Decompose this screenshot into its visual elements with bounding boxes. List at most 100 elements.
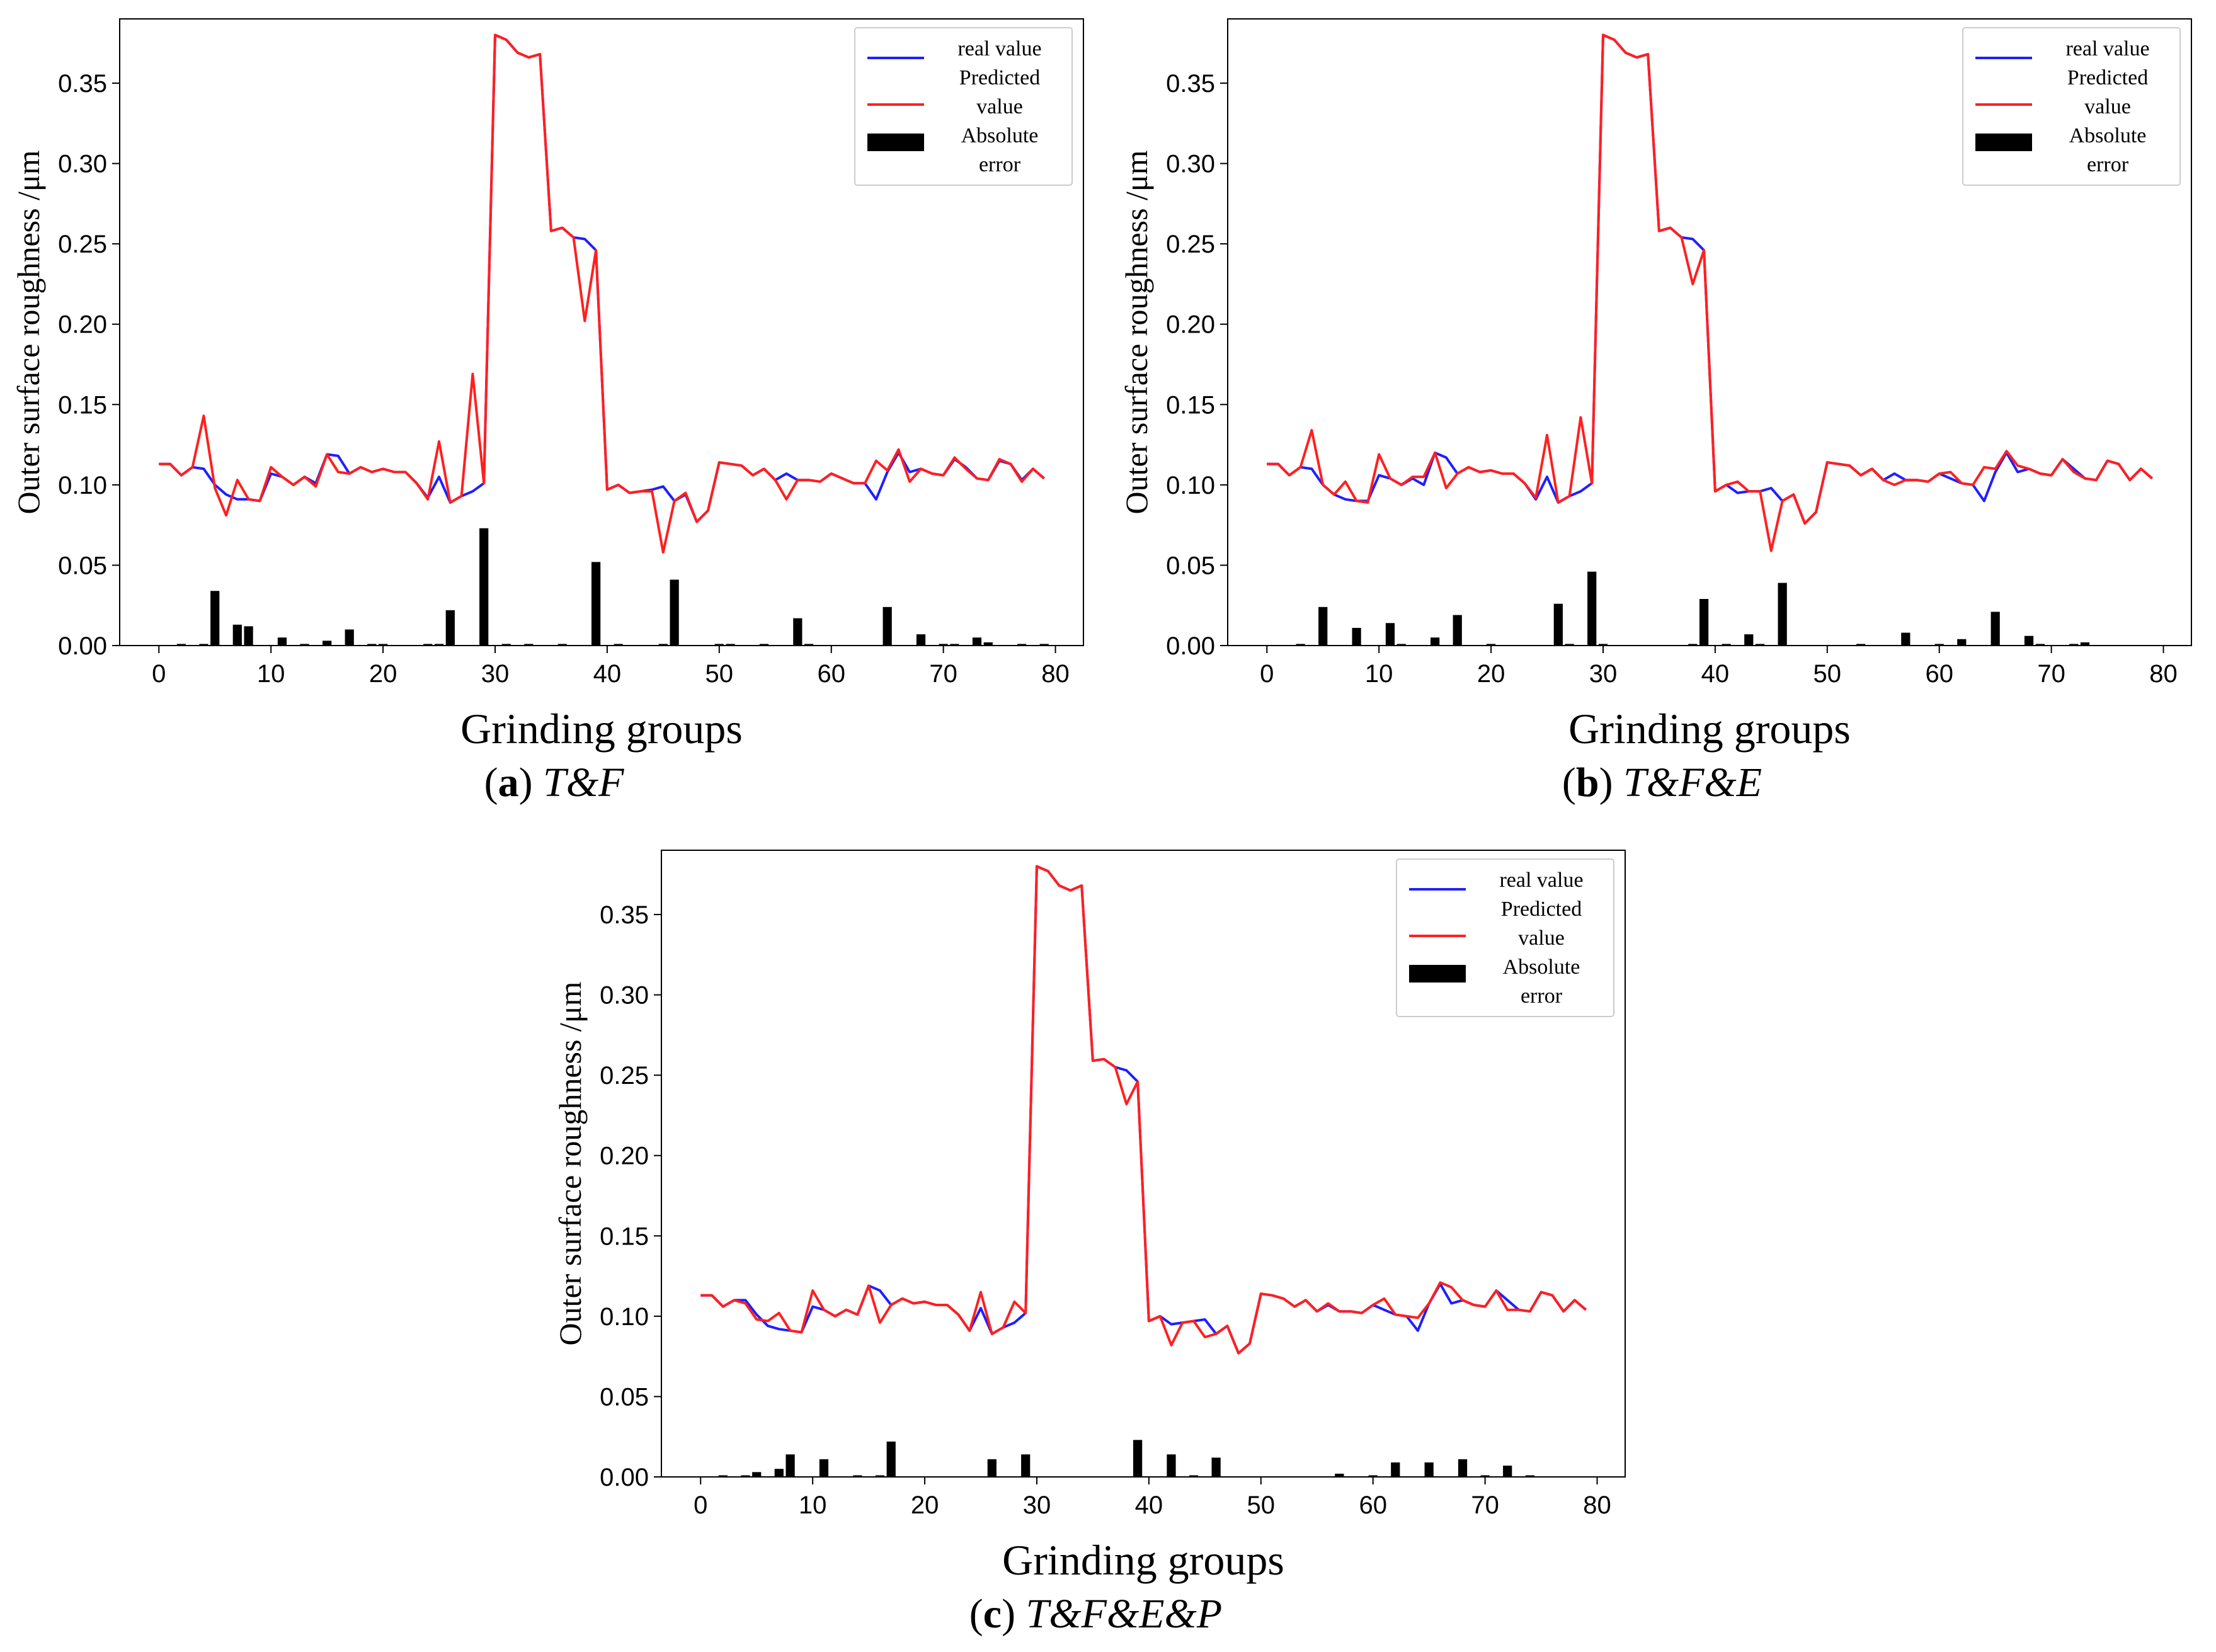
y-tick-label-c: 0.15 [600, 1222, 649, 1250]
error-bar-a [557, 644, 567, 646]
x-tick-label-c: 40 [1135, 1491, 1163, 1519]
x-tick-label-a: 40 [593, 660, 622, 688]
error-bar-b [2035, 644, 2045, 646]
legend-real-label-c: real value [1499, 869, 1583, 892]
x-tick-label-b: 60 [1925, 660, 1953, 688]
x-tick-label-a: 30 [481, 660, 510, 688]
error-bar-a [614, 644, 623, 646]
x-tick-label-b: 20 [1477, 660, 1505, 688]
chart-panel-b: 0.00 0.05 0.10 0.15 0.20 0.25 0.30 0.35 0 10 20 30 4… [1108, 0, 2216, 819]
error-bar-c [853, 1475, 862, 1477]
error-bar-b [1486, 644, 1496, 646]
x-axis-label-a: Grinding groups [460, 705, 743, 753]
y-tick-label-b: 0.20 [1166, 311, 1215, 339]
error-bar-a [434, 644, 444, 646]
error-bar-c [718, 1475, 728, 1477]
plot-frame-a [119, 18, 1084, 646]
error-bar-c [1021, 1454, 1031, 1477]
error-bar-a [367, 644, 377, 646]
y-tick-label-b: 0.25 [1166, 231, 1215, 258]
x-tick-label-b: 30 [1589, 660, 1618, 688]
y-tick-label-c: 0.10 [600, 1303, 649, 1331]
error-bar-b [1688, 644, 1698, 646]
caption-a-label: a [498, 760, 519, 806]
x-tick-label-b: 40 [1701, 660, 1730, 688]
y-tick-label-a: 0.25 [58, 231, 107, 258]
error-bar-a [793, 618, 802, 646]
y-tick-label-b: 0.30 [1166, 151, 1215, 178]
y-tick-label-c: 0.20 [600, 1142, 649, 1170]
legend-error-swatch-a [867, 134, 924, 151]
error-bar-b [1744, 634, 1754, 646]
legend-real-label-b: real value [2065, 37, 2149, 60]
error-bar-c [1211, 1457, 1221, 1477]
y-tick-label-b: 0.05 [1166, 552, 1215, 579]
error-bar-b [1598, 644, 1608, 646]
predicted-value-line-c [700, 865, 1587, 1355]
error-bar-c [1167, 1454, 1176, 1477]
caption-a: (a) T&F [484, 760, 624, 806]
error-bar-a [591, 562, 601, 646]
error-bar-b [1352, 627, 1361, 646]
error-bar-b [1453, 615, 1462, 646]
error-bar-b [1901, 632, 1910, 646]
chart-c-svg: 0.00 0.05 0.10 0.15 0.20 0.25 0.30 0.35 0 10 20 30 4… [552, 850, 1626, 1584]
legend-predicted-label-2-a: value [976, 95, 1023, 118]
y-tick-label-b: 0.00 [1166, 632, 1215, 660]
caption-a-text: T&F [543, 760, 624, 806]
error-bar-a [423, 644, 433, 646]
legend-error-label-2-c: error [1521, 984, 1563, 1008]
error-bar-b [1385, 623, 1395, 646]
x-tick-label-b: 10 [1365, 660, 1393, 688]
error-bar-c [1458, 1459, 1468, 1477]
x-tick-label-a: 50 [705, 660, 734, 688]
x-tick-label-c: 20 [911, 1491, 939, 1519]
error-bar-a [972, 637, 982, 646]
caption-c-label: c [983, 1591, 1002, 1637]
error-bar-a [232, 624, 242, 646]
x-axis-label-c: Grinding groups [1002, 1536, 1284, 1584]
error-bar-b [1990, 612, 2000, 646]
legend-error-label-2-b: error [2087, 153, 2129, 176]
error-bar-b [1699, 599, 1709, 646]
y-tick-label-b: 0.10 [1166, 472, 1215, 499]
y-tick-label-b: 0.15 [1166, 391, 1215, 419]
chart-panel-a: 0.00 0.05 0.10 0.15 0.20 0.25 0.30 0.35 0 10 20 30 4… [0, 0, 1108, 819]
x-tick-label-a: 80 [1041, 660, 1070, 688]
y-tick-label-a: 0.35 [58, 70, 107, 98]
error-bar-b [1296, 644, 1305, 646]
legend-real-label-a: real value [957, 37, 1041, 60]
error-bar-a [1017, 644, 1027, 646]
error-bar-b [2069, 644, 2079, 646]
error-bar-c [886, 1441, 896, 1477]
error-bar-a [445, 610, 455, 646]
error-bar-a [658, 644, 668, 646]
chart-panel-c: 0.00 0.05 0.10 0.15 0.20 0.25 0.30 0.35 0 10 20 30 4… [542, 831, 1650, 1650]
legend-error-label-b: Absolute [2069, 124, 2147, 147]
error-bar-c [1133, 1440, 1143, 1477]
error-bar-c [1189, 1475, 1199, 1477]
error-bar-b [1957, 639, 1967, 646]
error-bar-a [345, 629, 354, 646]
error-bar-a [501, 644, 511, 646]
x-tick-label-c: 60 [1359, 1491, 1387, 1519]
y-axis-label-a: Outer surface roughness /μm [11, 150, 46, 514]
error-bar-c [1503, 1466, 1512, 1477]
x-tick-label-a: 10 [257, 660, 285, 688]
error-bar-a [804, 644, 814, 646]
error-bar-b [1587, 571, 1597, 646]
x-tick-label-c: 0 [694, 1491, 707, 1519]
error-bar-a [524, 644, 534, 646]
legend-error-swatch-b [1975, 134, 2032, 151]
error-bar-b [1722, 644, 1731, 646]
error-bar-a [759, 644, 769, 646]
error-bar-a [670, 579, 679, 646]
error-bar-a [916, 634, 926, 646]
error-bar-a [323, 641, 332, 646]
error-bar-c [785, 1454, 795, 1477]
error-bar-b [1565, 644, 1574, 646]
y-tick-label-a: 0.10 [58, 472, 107, 499]
x-tick-label-c: 70 [1471, 1491, 1499, 1519]
error-bar-a [210, 591, 220, 646]
error-bar-a [244, 626, 253, 646]
